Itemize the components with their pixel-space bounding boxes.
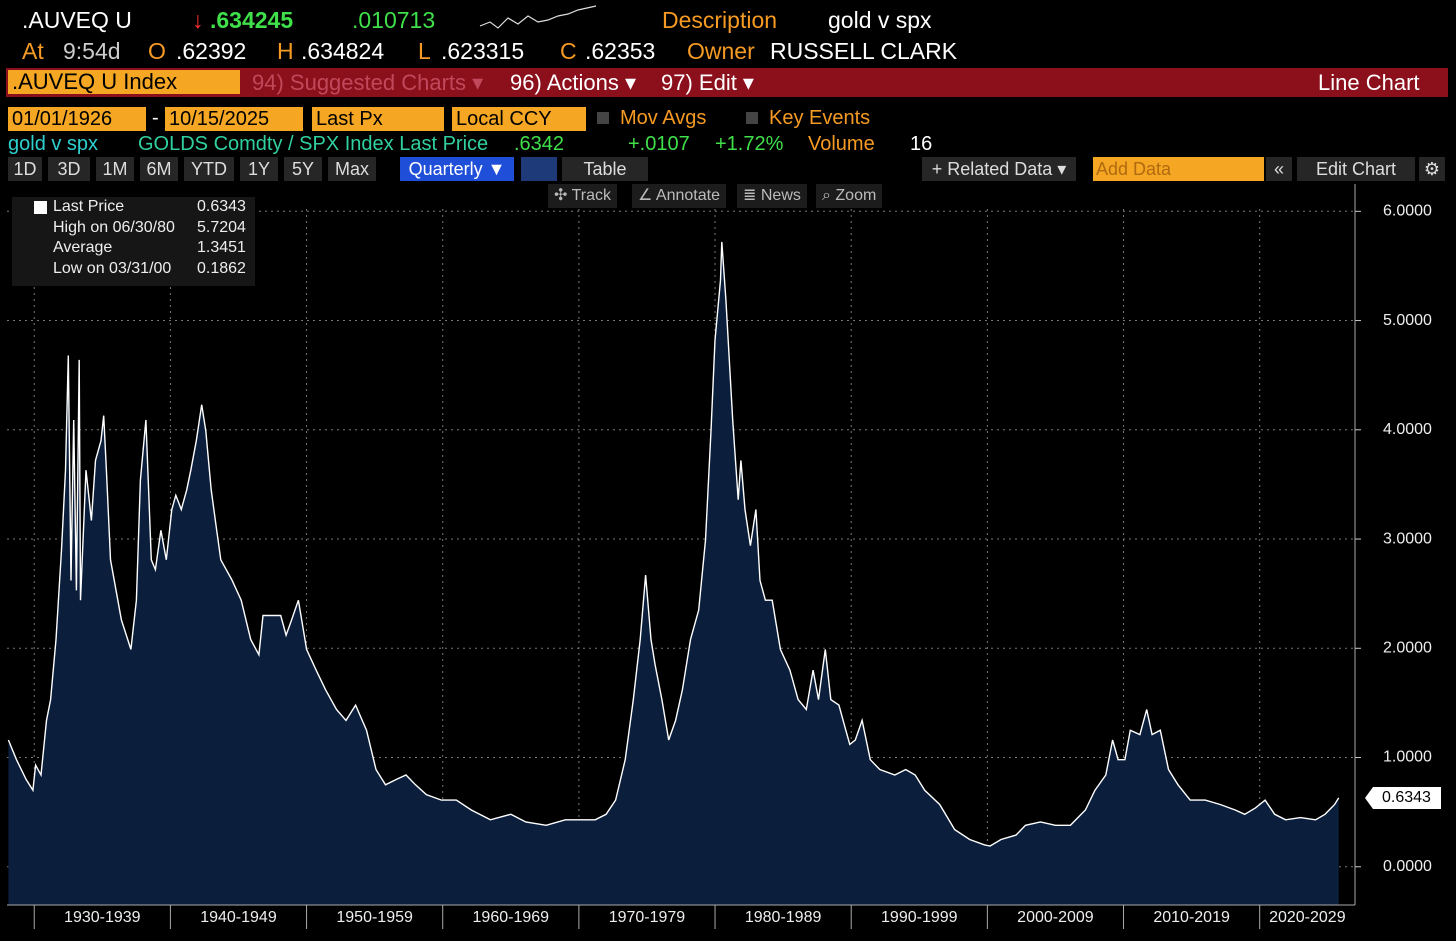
tool-label: Track: [571, 187, 611, 204]
x-tick-label: 1940-1949: [200, 909, 277, 926]
y-tick-label: 2.0000: [1383, 639, 1432, 656]
series-name: gold v spx: [8, 133, 99, 155]
high-label: H: [277, 38, 294, 64]
y-tick-label: 5.0000: [1383, 312, 1432, 329]
mov-avgs[interactable]: Mov Avgs: [620, 107, 707, 129]
end-date[interactable]: 10/15/2025: [165, 107, 303, 131]
direction: ↓: [192, 7, 204, 33]
period-button[interactable]: Max: [328, 157, 376, 181]
currency[interactable]: Local CCY: [452, 107, 586, 131]
checkbox[interactable]: [597, 112, 609, 124]
legend-label: Low on 03/31/00: [53, 259, 172, 277]
at-label: At: [22, 38, 44, 64]
start-date[interactable]: 01/01/1926: [8, 107, 146, 131]
description-label: Description: [662, 7, 778, 33]
zoom-tool[interactable]: ⌕ Zoom: [816, 184, 883, 208]
last-value-box: [1365, 786, 1441, 809]
close-label: C: [560, 38, 577, 64]
legend-value: 1.3451: [197, 239, 246, 256]
series-source: GOLDS Comdty / SPX Index Last Price: [138, 133, 489, 155]
edit-chart[interactable]: Edit Chart: [1297, 157, 1415, 181]
close: .62353: [585, 38, 656, 64]
legend-value: 5.7204: [197, 218, 246, 236]
period-button[interactable]: 5Y: [284, 157, 322, 181]
legend-value: 0.1862: [197, 259, 246, 277]
legend-label: High on 06/30/80: [53, 218, 175, 236]
menu-item[interactable]: 97) Edit ▾: [661, 70, 754, 95]
legend-value: 0.6343: [197, 198, 246, 215]
x-tick-label: 1970-1979: [609, 909, 686, 926]
related-data[interactable]: + Related Data ▾: [922, 157, 1076, 181]
low: .623315: [441, 38, 525, 64]
legend-label: Average: [53, 239, 113, 256]
tool-label: Annotate: [655, 187, 720, 204]
period-button[interactable]: 1M: [96, 157, 134, 181]
tool-label: News: [760, 187, 801, 204]
chart-style-button[interactable]: [521, 157, 557, 181]
track-tool[interactable]: ✣ Track: [548, 184, 617, 208]
sparkline: [479, 5, 597, 29]
open-label: O: [148, 38, 166, 64]
period-button[interactable]: 1D: [8, 157, 42, 181]
y-tick-label: 4.0000: [1383, 421, 1432, 438]
x-tick-label: 2000-2009: [1017, 909, 1094, 926]
area: [8, 241, 1339, 905]
y-tick-label: 3.0000: [1383, 530, 1432, 547]
legend-swatch: [34, 201, 47, 214]
series-change: +.0107: [628, 133, 690, 155]
x-tick-label: 2010-2019: [1153, 909, 1230, 926]
volume: 16: [910, 133, 933, 155]
period-button[interactable]: YTD: [184, 157, 234, 181]
date-separator: -: [152, 107, 159, 129]
menu-item[interactable]: 94) Suggested Charts ▾: [252, 70, 484, 95]
field[interactable]: Last Px: [312, 107, 444, 131]
price: .634245: [210, 7, 294, 33]
line: [7, 241, 1340, 847]
owner-label: Owner: [687, 38, 755, 64]
menu-bar: [6, 68, 1448, 97]
y-tick-label: 1.0000: [1383, 749, 1432, 766]
y-tick-label: 6.0000: [1383, 203, 1432, 220]
period-button[interactable]: 3D: [48, 157, 90, 181]
legend: [12, 197, 255, 286]
checkbox[interactable]: [746, 112, 758, 124]
menu-item[interactable]: 96) Actions ▾: [510, 70, 636, 95]
collapse-button[interactable]: «: [1266, 157, 1292, 181]
table-button[interactable]: Table: [562, 157, 648, 181]
chart-type: Line Chart: [1318, 70, 1420, 95]
x-tick-label: 2020-2029: [1269, 909, 1346, 926]
series-change-pct: +1.72%: [715, 133, 784, 155]
volume-label: Volume: [808, 133, 875, 155]
change: .010713: [352, 7, 436, 33]
high: .634824: [301, 38, 385, 64]
x-tick-label: 1960-1969: [473, 909, 550, 926]
x-tick-label: 1950-1959: [336, 909, 413, 926]
open: .62392: [176, 38, 247, 64]
key-events[interactable]: Key Events: [769, 107, 871, 129]
last-value-label: 0.6343: [1382, 789, 1431, 806]
frequency[interactable]: Quarterly ▼: [400, 157, 514, 181]
description: gold v spx: [828, 7, 932, 33]
period-button[interactable]: 6M: [140, 157, 178, 181]
x-tick-label: 1980-1989: [745, 909, 822, 926]
y-tick-label: 0.0000: [1383, 858, 1432, 875]
security[interactable]: .AUVEQ U Index: [8, 70, 240, 94]
settings-button[interactable]: ⚙: [1419, 157, 1445, 181]
add-data[interactable]: Add Data: [1093, 157, 1264, 181]
series-last: .6342: [514, 133, 565, 155]
owner: RUSSELL CLARK: [770, 38, 958, 64]
annotate-tool[interactable]: ∠ Annotate: [632, 184, 726, 208]
tool-label: Zoom: [835, 187, 877, 204]
news-tool[interactable]: ≣ News: [737, 184, 807, 208]
ticker: .AUVEQ U: [22, 7, 132, 33]
x-tick-label: 1930-1939: [64, 909, 141, 926]
low-label: L: [418, 38, 431, 64]
time: 9:54d: [63, 38, 121, 64]
x-tick-label: 1990-1999: [881, 909, 958, 926]
period-button[interactable]: 1Y: [240, 157, 278, 181]
legend-label: Last Price: [53, 198, 125, 215]
